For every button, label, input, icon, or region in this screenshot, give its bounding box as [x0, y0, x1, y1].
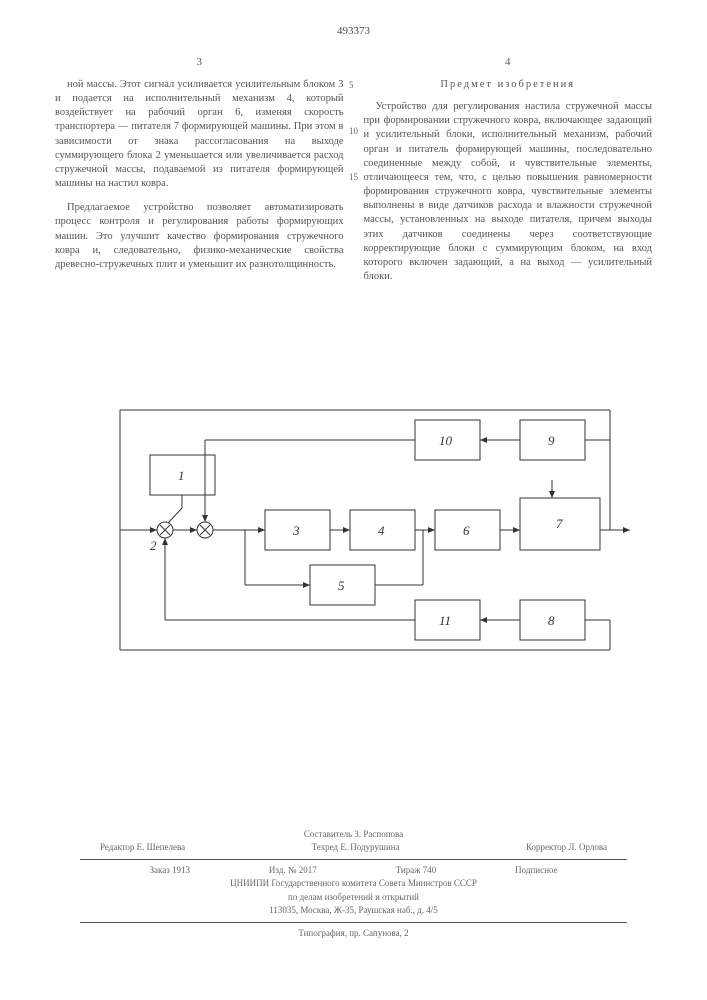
subscription: Подписное — [515, 864, 557, 878]
right-column: 4 Предмет изобретения Устройство для рег… — [364, 55, 653, 294]
corrector: Корректор Л. Орлова — [526, 841, 607, 855]
block-1-label: 1 — [178, 468, 185, 483]
block-6-label: 6 — [463, 523, 470, 538]
left-p1: ной массы. Этот сигнал усиливается усили… — [55, 78, 344, 191]
col-num-right: 4 — [364, 55, 653, 70]
patent-number: 493373 — [0, 25, 707, 37]
izd-no: Изд. № 2017 — [269, 864, 317, 878]
footer: Составитель З. Распопова Редактор Е. Шеп… — [0, 828, 707, 941]
line-marks: 5 10 15 — [349, 80, 358, 182]
block-11-label: 11 — [439, 613, 451, 628]
tirazh: Тираж 740 — [396, 864, 437, 878]
left-p2: Предлагаемое устройство позволяет автома… — [55, 201, 344, 272]
org-line2: по делам изобретений и открытий — [0, 891, 707, 905]
block-10-label: 10 — [439, 433, 453, 448]
order-no: Заказ 1913 — [149, 864, 190, 878]
line-mark: 15 — [349, 172, 358, 182]
subject-title: Предмет изобретения — [364, 78, 653, 92]
org-line: ЦНИИПИ Государственного комитета Совета … — [0, 877, 707, 891]
block-4-label: 4 — [378, 523, 385, 538]
line-mark: 5 — [349, 80, 358, 90]
right-p1: Устройство для регулирования настила стр… — [364, 100, 653, 284]
block-diagram: 1 3 4 5 6 7 8 9 10 11 2 — [90, 400, 630, 670]
left-column: 3 ной массы. Этот сигнал усиливается уси… — [55, 55, 344, 294]
sum-2-label: 2 — [150, 538, 157, 553]
editor: Редактор Е. Шепелева — [100, 841, 185, 855]
block-9-label: 9 — [548, 433, 555, 448]
tech-editor: Техред Е. Подурушина — [312, 841, 400, 855]
compiler: Составитель З. Распопова — [0, 828, 707, 842]
line-mark: 10 — [349, 126, 358, 136]
print-line: Типография, пр. Сапунова, 2 — [0, 927, 707, 941]
block-7-label: 7 — [556, 516, 563, 531]
block-3-label: 3 — [292, 523, 300, 538]
block-5-label: 5 — [338, 578, 345, 593]
addr-line: 113035, Москва, Ж-35, Раушская наб., д. … — [0, 904, 707, 918]
col-num-left: 3 — [55, 55, 344, 70]
block-8-label: 8 — [548, 613, 555, 628]
